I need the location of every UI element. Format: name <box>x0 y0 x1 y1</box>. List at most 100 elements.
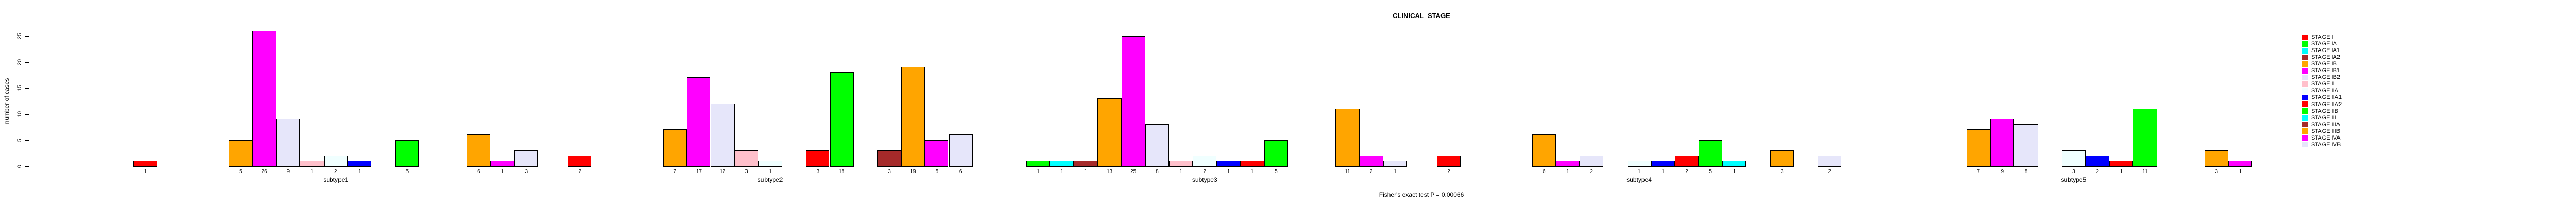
bar-count-label: 1 <box>769 169 772 175</box>
legend-swatch-stage-iia <box>2302 88 2308 94</box>
bar-count-label: 1 <box>1250 169 1254 175</box>
legend-label-stage-ia1: STAGE IA1 <box>2311 47 2341 54</box>
bar-subtype2-stage-iiia <box>877 150 902 167</box>
bar-count-label: 2 <box>2096 169 2099 175</box>
y-axis-tick <box>25 114 29 115</box>
bar-subtype1-stage-ib2 <box>276 119 300 167</box>
bar-subtype1-stage-ii <box>300 160 324 167</box>
legend-swatch-stage-ivb <box>2302 142 2308 148</box>
bar-count-label: 1 <box>1084 169 1088 175</box>
bar-subtype2-stage-ib1 <box>687 77 711 167</box>
bar-count-label: 13 <box>1106 169 1113 175</box>
legend-swatch-stage-iiib <box>2302 128 2308 134</box>
bar-subtype1-stage-ib <box>228 140 252 167</box>
bar-subtype1-stage-iva <box>490 160 515 167</box>
bar-subtype1-stage-ib1 <box>252 30 277 167</box>
legend-swatch-stage-ib2 <box>2302 74 2308 80</box>
legend-label-stage-ivb: STAGE IVB <box>2311 141 2341 148</box>
legend-label-stage-ib: STAGE IB <box>2311 61 2337 67</box>
y-axis-tick <box>25 166 29 167</box>
bar-count-label: 9 <box>2001 169 2004 175</box>
bar-subtype2-stage-i <box>568 155 592 167</box>
legend-label-stage-iii: STAGE III <box>2311 114 2336 121</box>
legend-swatch-stage-ib1 <box>2302 67 2308 74</box>
legend-swatch-stage-iva <box>2302 135 2308 141</box>
bar-subtype4-stage-iib <box>1699 140 1723 167</box>
group-label-subtype4: subtype4 <box>1626 176 1652 183</box>
bar-subtype3-stage-iva <box>1359 155 1383 167</box>
bar-subtype3-stage-ia1 <box>1050 160 1074 167</box>
bar-count-label: 2 <box>1828 169 1831 175</box>
bar-count-label: 3 <box>1781 169 1784 175</box>
legend-swatch-stage-ib <box>2302 61 2308 67</box>
bar-count-label: 2 <box>1447 169 1450 175</box>
legend-swatch-stage-iib <box>2302 108 2308 114</box>
bar-count-label: 1 <box>1566 169 1569 175</box>
bar-count-label: 2 <box>1685 169 1688 175</box>
bar-count-label: 1 <box>1733 169 1736 175</box>
bar-subtype5-stage-iia <box>2061 150 2086 167</box>
bar-count-label: 6 <box>477 169 480 175</box>
bar-subtype4-stage-iia2 <box>1674 155 1699 167</box>
bar-count-label: 5 <box>405 169 409 175</box>
bar-count-label: 3 <box>524 169 528 175</box>
legend-label-stage-ii: STAGE II <box>2311 81 2335 88</box>
bar-count-label: 5 <box>239 169 242 175</box>
bar-count-label: 1 <box>1227 169 1230 175</box>
bar-subtype3-stage-iib <box>1264 140 1288 167</box>
bar-subtype4-stage-iia1 <box>1651 160 1675 167</box>
y-axis-tick-label: 5 <box>16 139 23 142</box>
legend-label-stage-iia: STAGE IIA <box>2311 88 2338 94</box>
legend-label-stage-ia: STAGE IA <box>2311 41 2337 47</box>
bar-count-label: 25 <box>1130 169 1137 175</box>
bar-count-label: 3 <box>745 169 748 175</box>
bar-subtype3-stage-ib <box>1097 98 1122 167</box>
y-axis-tick-label: 10 <box>16 111 23 117</box>
bar-subtype2-stage-iia <box>758 160 783 167</box>
bar-subtype4-stage-ib2 <box>1580 155 1604 167</box>
legend-label-stage-i: STAGE I <box>2311 34 2333 40</box>
bar-count-label: 5 <box>1709 169 1712 175</box>
bar-subtype4-stage-iia <box>1627 160 1651 167</box>
bar-subtype1-stage-iib <box>395 140 419 167</box>
bar-subtype5-stage-iiib <box>2205 150 2229 167</box>
bar-count-label: 1 <box>1037 169 1040 175</box>
bar-subtype3-stage-iia2 <box>1240 160 1264 167</box>
chart-title: CLINICAL_STAGE <box>1393 12 1450 20</box>
legend-label-stage-iib: STAGE IIB <box>2311 108 2338 114</box>
legend-swatch-stage-iia1 <box>2302 94 2308 100</box>
bar-count-label: 2 <box>334 169 337 175</box>
legend-swatch-stage-i <box>2302 34 2308 40</box>
group-label-subtype5: subtype5 <box>2061 176 2087 183</box>
bar-count-label: 3 <box>888 169 891 175</box>
legend-label-stage-ia2: STAGE IA2 <box>2311 54 2341 61</box>
bar-subtype5-stage-ib2 <box>2014 124 2038 167</box>
bar-subtype3-stage-iia <box>1193 155 1217 167</box>
bar-count-label: 3 <box>2215 169 2218 175</box>
bar-subtype5-stage-iia1 <box>2086 155 2110 167</box>
group-label-subtype2: subtype2 <box>757 176 783 183</box>
bar-count-label: 8 <box>1156 169 1159 175</box>
bar-subtype4-stage-iiib <box>1770 150 1794 167</box>
bar-subtype5-stage-ib1 <box>1990 119 2014 167</box>
y-axis-tick-label: 0 <box>16 164 23 168</box>
bar-count-label: 26 <box>261 169 267 175</box>
bar-subtype3-stage-ib1 <box>1121 36 1145 167</box>
bar-count-label: 2 <box>1203 169 1207 175</box>
legend-swatch-stage-ia1 <box>2302 47 2308 54</box>
bar-subtype1-stage-iiib <box>466 134 490 167</box>
bar-subtype5-stage-iib <box>2133 109 2157 167</box>
bar-subtype3-stage-ib2 <box>1145 124 1169 167</box>
group-label-subtype3: subtype3 <box>1192 176 1217 183</box>
bar-count-label: 11 <box>2142 169 2148 175</box>
bar-subtype1-stage-iia1 <box>347 160 371 167</box>
bar-count-label: 1 <box>1060 169 1063 175</box>
y-axis-tick <box>25 140 29 141</box>
bar-count-label: 1 <box>1662 169 1665 175</box>
y-axis-tick <box>25 36 29 37</box>
bar-subtype2-stage-iia2 <box>806 150 830 167</box>
bar-subtype4-stage-ib <box>1532 134 1556 167</box>
bar-count-label: 1 <box>358 169 361 175</box>
bar-count-label: 9 <box>286 169 290 175</box>
